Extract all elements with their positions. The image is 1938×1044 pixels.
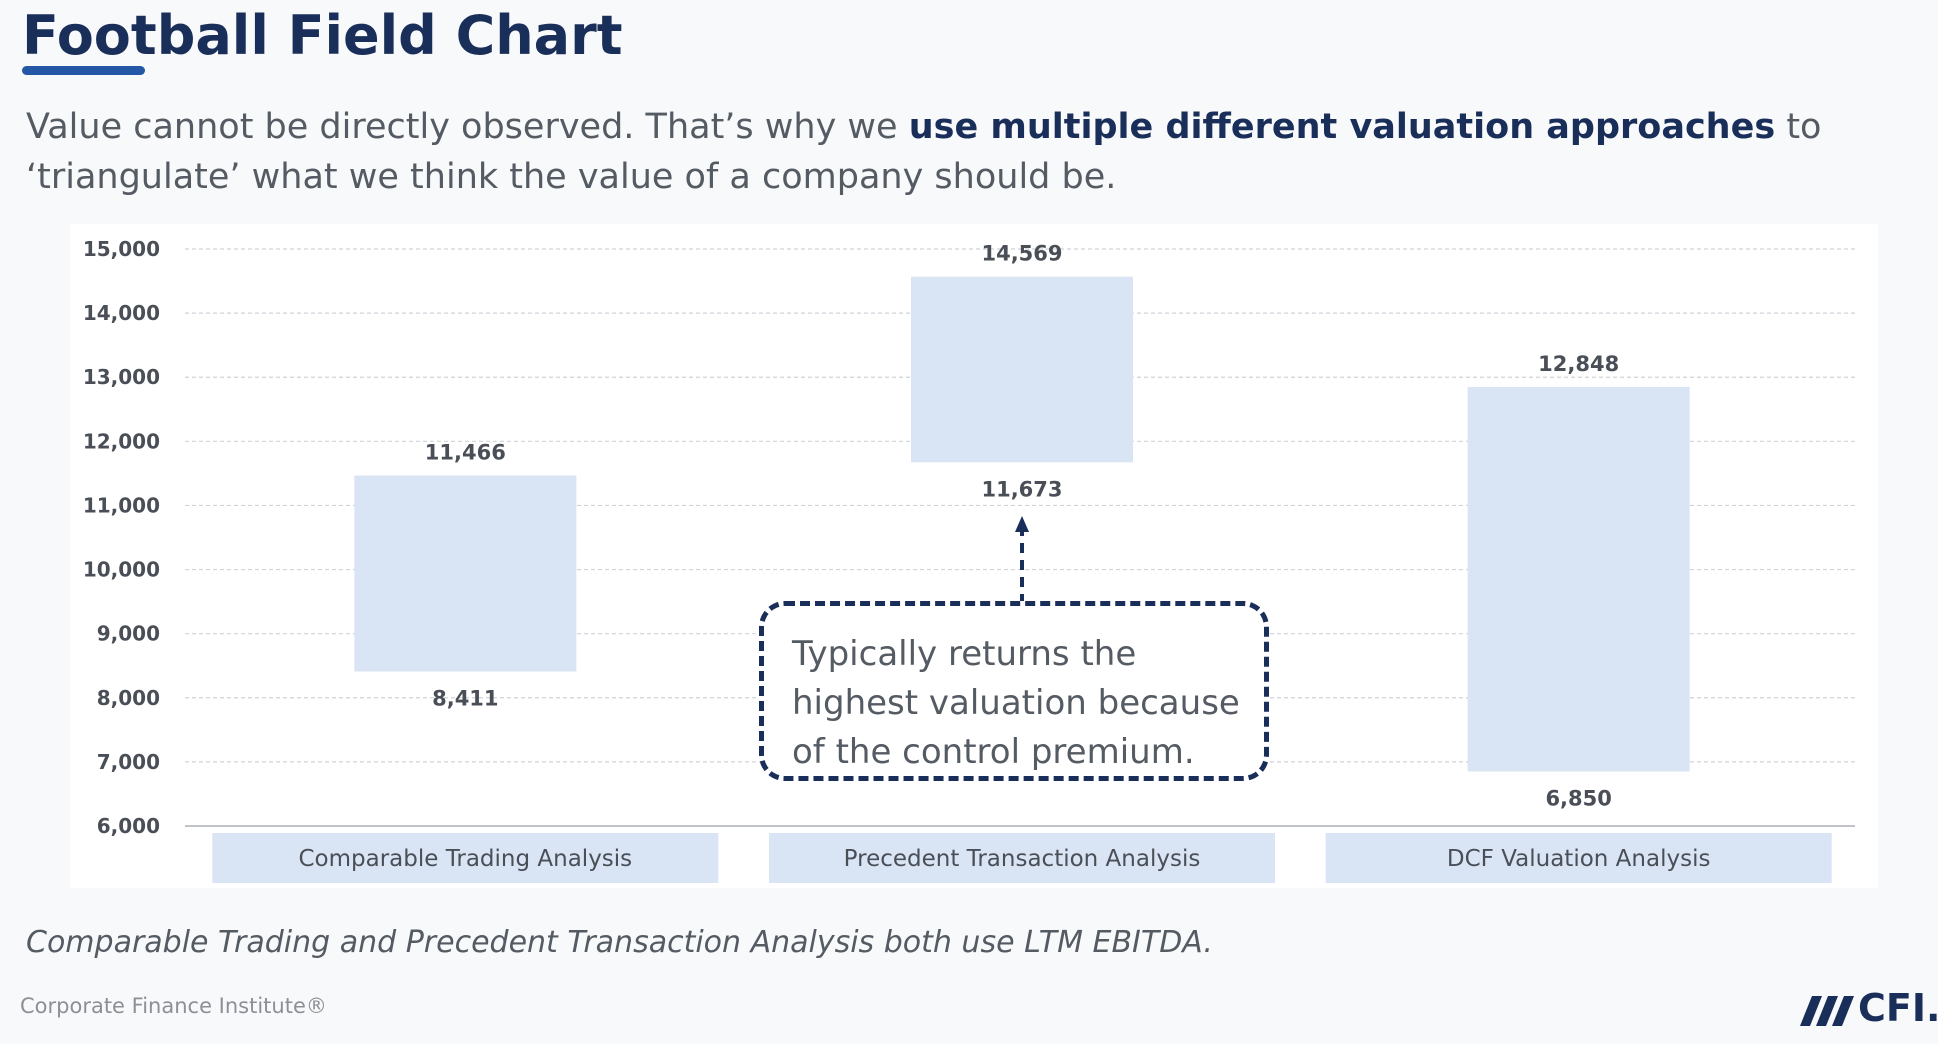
- y-tick-label: 11,000: [83, 493, 160, 517]
- y-tick-label: 14,000: [83, 301, 160, 325]
- range-bar: [354, 475, 577, 672]
- low-value-label: 11,673: [981, 477, 1062, 501]
- range-bar: [1467, 386, 1690, 772]
- page-title: Football Field Chart: [22, 4, 623, 67]
- y-tick-label: 15,000: [83, 237, 160, 261]
- callout-box: Typically returns the highest valuation …: [759, 601, 1269, 781]
- category-label: DCF Valuation Analysis: [1447, 846, 1711, 872]
- y-tick-label: 9,000: [97, 622, 160, 646]
- chart-panel: 6,000 7,000 8,000 9,000 10,000 11,000 12,000 13…: [70, 224, 1878, 888]
- callout-text: Typically returns the highest valuation …: [792, 634, 1240, 772]
- title-underline: [22, 66, 145, 75]
- y-tick-label: 10,000: [83, 558, 160, 582]
- logo-text: CFI.: [1858, 986, 1938, 1030]
- y-tick-label: 6,000: [97, 814, 160, 838]
- callout-arrowhead-icon: [1015, 516, 1029, 532]
- category-label-box: [769, 833, 1275, 883]
- y-tick-label: 8,000: [97, 686, 160, 710]
- y-tick-label: 13,000: [83, 365, 160, 389]
- footnote: Comparable Trading and Precedent Transac…: [26, 925, 1213, 960]
- category-label-box: [212, 833, 719, 883]
- category-label-box: [1325, 833, 1832, 883]
- y-tick-label: 12,000: [83, 429, 160, 453]
- y-tick-label: 7,000: [97, 750, 160, 774]
- subtitle-emphasis: use multiple different valuation approac…: [908, 107, 1776, 147]
- subtitle-text-end: to ‘triangulate’ what we think the value…: [26, 107, 1822, 197]
- range-bar: [911, 276, 1133, 463]
- brand-name: Corporate Finance Institute®: [20, 994, 327, 1018]
- low-value-label: 8,411: [432, 686, 498, 710]
- high-value-label: 11,466: [425, 441, 506, 465]
- football-field-chart: 6,000 7,000 8,000 9,000 10,000 11,000 12,000 13…: [83, 237, 1855, 883]
- high-value-label: 14,569: [981, 242, 1062, 266]
- category-label: Comparable Trading Analysis: [298, 846, 632, 872]
- logo-bars-icon: [1800, 996, 1854, 1026]
- subtitle: Value cannot be directly observed. That’…: [26, 102, 1906, 202]
- high-value-label: 12,848: [1538, 352, 1619, 376]
- subtitle-text: Value cannot be directly observed. That’…: [26, 107, 909, 147]
- category-label: Precedent Transaction Analysis: [844, 846, 1201, 872]
- cfi-logo: CFI.: [1796, 986, 1938, 1030]
- low-value-label: 6,850: [1545, 787, 1611, 811]
